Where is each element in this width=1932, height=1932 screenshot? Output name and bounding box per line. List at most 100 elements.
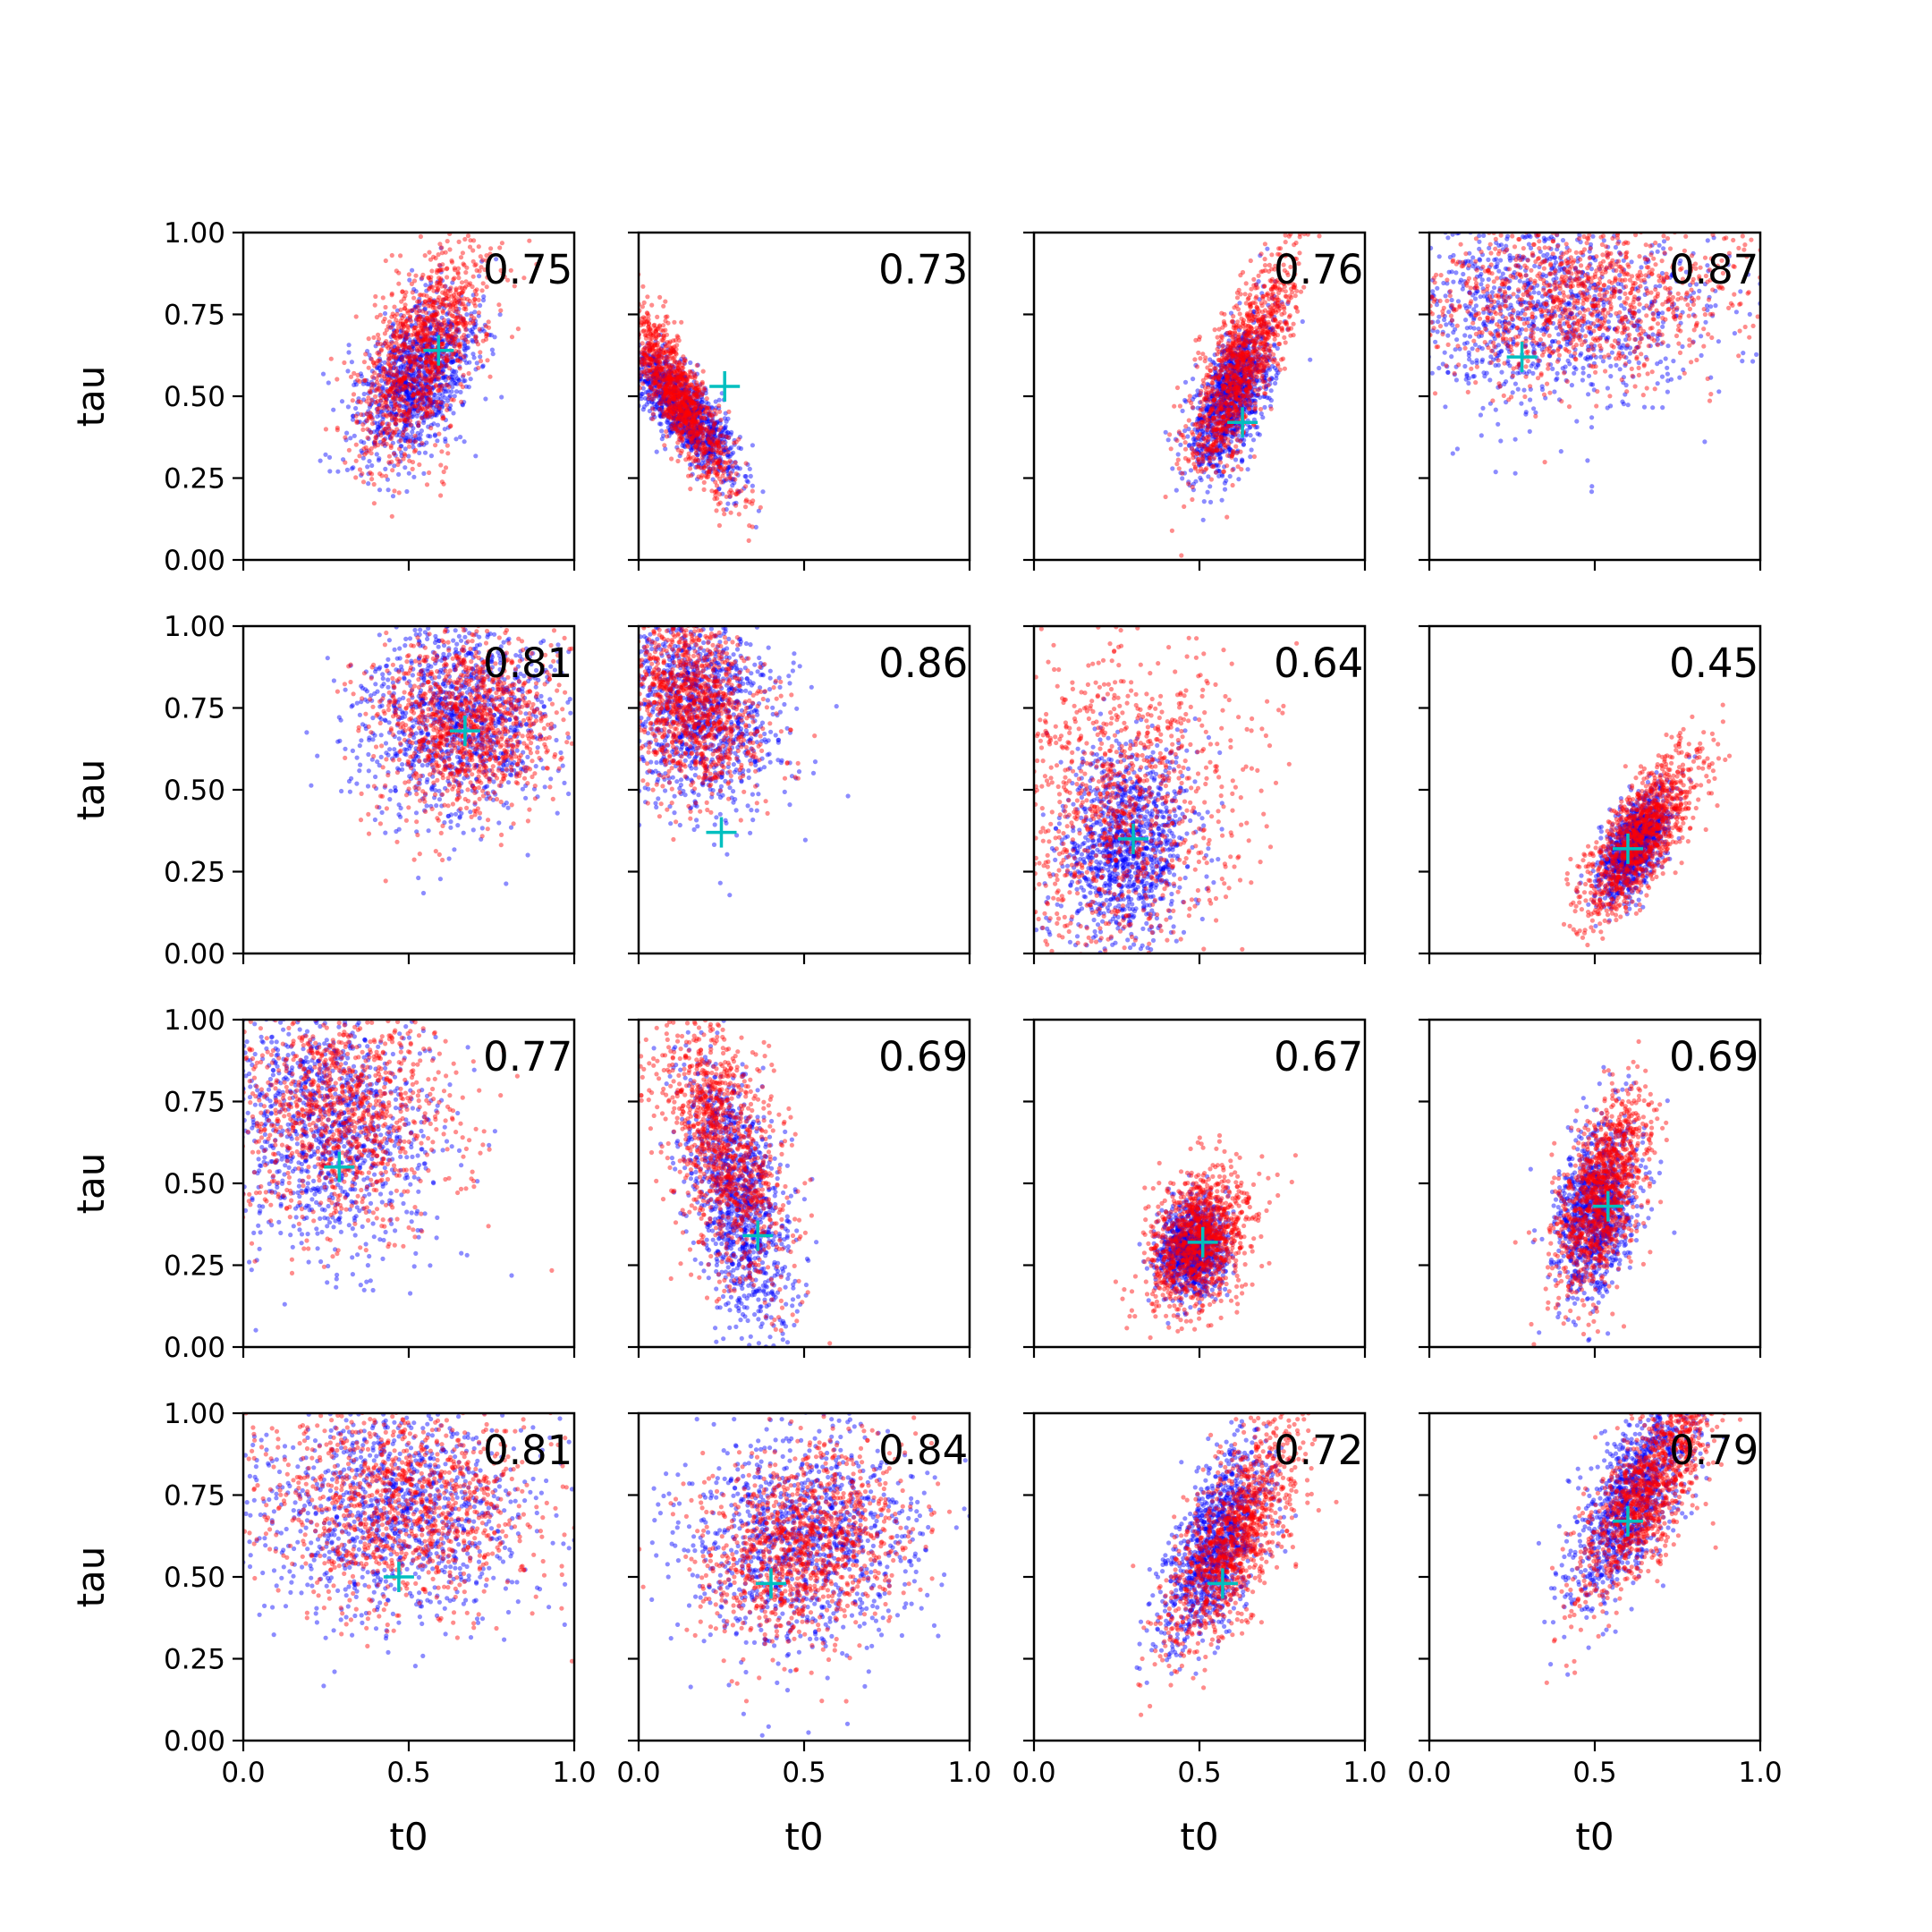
scatter-point (688, 360, 693, 366)
scatter-point (402, 342, 408, 347)
scatter-point (399, 327, 404, 333)
scatter-point (428, 378, 434, 384)
scatter-point (402, 428, 407, 433)
scatter-point (381, 430, 387, 436)
scatter-point (455, 226, 460, 231)
scatter-point (369, 379, 374, 385)
scatter-point (497, 245, 503, 250)
scatter-point (407, 458, 412, 463)
scatter-point (411, 377, 417, 383)
scatter-point (382, 437, 387, 443)
scatter-point (408, 377, 413, 382)
scatter-point (455, 342, 461, 347)
scatter-point (631, 353, 636, 358)
scatter-point (392, 351, 397, 356)
scatter-point (447, 340, 453, 345)
scatter-point (448, 321, 453, 326)
scatter-point (391, 383, 396, 388)
scatter-point (416, 314, 421, 319)
scatter-point (438, 396, 444, 402)
scatter-point (392, 390, 397, 395)
scatter-point (632, 335, 637, 339)
plot-area (639, 233, 970, 560)
scatter-point (416, 317, 421, 322)
subplot-1-3: 0.76 (1023, 231, 1367, 571)
scatter-point (458, 381, 463, 387)
scatter-point (445, 331, 450, 337)
scatter-point (412, 325, 418, 330)
scatter-point (398, 334, 403, 339)
scatter-point (714, 472, 720, 478)
scatter-point (429, 409, 435, 414)
scatter-point (362, 452, 368, 457)
scatter-point (416, 436, 421, 441)
scatter-point (436, 285, 441, 291)
scatter-point (440, 375, 445, 381)
scatter-point (372, 440, 377, 445)
scatter-point (400, 315, 405, 321)
scatter-point (413, 378, 419, 385)
scatter-point (413, 273, 419, 278)
scatter-point (425, 206, 429, 210)
scatter-point (649, 396, 656, 402)
scatter-point (402, 452, 407, 457)
scatter-point (427, 337, 432, 343)
scatter-point (419, 396, 424, 402)
scatter-point (716, 444, 722, 450)
scatter-point (375, 340, 380, 345)
scatter-point (393, 403, 398, 409)
scatter-point (406, 272, 411, 277)
scatter-point (386, 372, 391, 377)
scatter-point (443, 439, 448, 445)
scatter-point (366, 395, 371, 401)
scatter-point (436, 399, 441, 405)
scatter-point (434, 270, 440, 275)
scatter-point (364, 450, 369, 455)
scatter-point (377, 412, 383, 418)
scatter-point (430, 302, 436, 308)
scatter-point (632, 360, 637, 364)
scatter-point (450, 359, 455, 364)
scatter-point (438, 493, 444, 498)
scatter-point (489, 347, 496, 352)
scatter-point (455, 376, 461, 381)
scatter-point (686, 456, 692, 462)
scatter-point (438, 276, 444, 282)
scatter-point (399, 357, 404, 362)
scatter-point (375, 398, 380, 404)
scatter-point (419, 428, 424, 434)
scatter-point (411, 445, 416, 450)
scatter-point (382, 427, 387, 432)
scatter-point (417, 301, 422, 306)
scatter-point (395, 378, 401, 385)
scatter-point (402, 410, 408, 415)
scatter-point (446, 334, 452, 339)
scatter-point (402, 376, 407, 381)
scatter-point (407, 411, 412, 416)
scatter-point (742, 504, 749, 510)
scatter-point (394, 308, 400, 313)
scatter-point (400, 377, 405, 383)
scatter-point (448, 338, 453, 343)
scatter-point (453, 295, 459, 301)
scatter-point (454, 315, 460, 320)
scatter-point (393, 429, 398, 435)
scatter-point (502, 274, 507, 279)
scatter-point (430, 302, 436, 308)
scatter-point (366, 416, 371, 421)
scatter-point (423, 366, 428, 371)
scatter-point (436, 405, 443, 411)
scatter-point (439, 404, 445, 410)
scatter-point (657, 348, 663, 354)
scatter-point (717, 438, 723, 444)
scatter-point (428, 369, 433, 375)
scatter-point (386, 432, 392, 437)
scatter-point (675, 419, 682, 426)
scatter-point (328, 356, 334, 361)
scatter-point (680, 443, 685, 448)
scatter-point (407, 366, 412, 371)
scatter-point (707, 413, 713, 419)
scatter-point (660, 371, 665, 377)
scatter-point (396, 490, 402, 496)
scatter-point (439, 245, 445, 250)
